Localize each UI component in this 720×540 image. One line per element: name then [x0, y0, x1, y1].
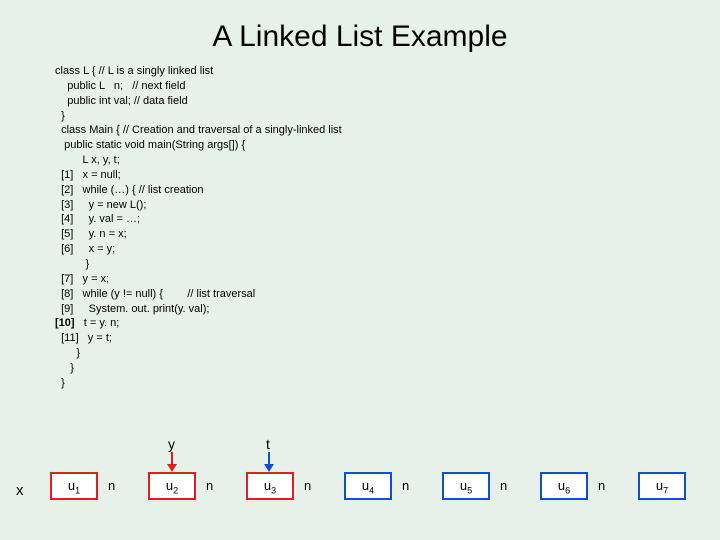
edge-label: n [108, 478, 115, 493]
pointer-arrow-head [167, 464, 177, 472]
code-line: [11] y = t; [55, 332, 112, 344]
code-line: [3] y = new L(); [55, 199, 146, 211]
y-variable-label: y [168, 436, 175, 452]
edge-label: n [206, 478, 213, 493]
code-line: } [55, 110, 65, 122]
list-node: u3 [246, 472, 294, 500]
code-line: } [55, 362, 74, 374]
list-node: u1 [50, 472, 98, 500]
list-node: u7 [638, 472, 686, 500]
code-line: public L n; // next field [55, 80, 185, 92]
edge-label: n [402, 478, 409, 493]
code-line: public int val; // data field [55, 95, 188, 107]
list-node: u6 [540, 472, 588, 500]
code-line: public static void main(String args[]) { [55, 139, 245, 151]
code-line: } [55, 258, 89, 270]
code-line: L x, y, t; [55, 154, 120, 166]
code-line: } [55, 377, 65, 389]
list-node: u5 [442, 472, 490, 500]
code-line: [9] System. out. print(y. val); [55, 303, 209, 315]
t-variable-label: t [266, 436, 270, 452]
page-title: A Linked List Example [0, 0, 720, 64]
code-line: [4] y. val = …; [55, 213, 140, 225]
edge-label: n [500, 478, 507, 493]
code-line: [8] while (y != null) { // list traversa… [55, 288, 255, 300]
code-line: [5] y. n = x; [55, 228, 127, 240]
pointer-arrow-head [264, 464, 274, 472]
linked-list-diagram: x u1 u2 u3 u4 u5 u6 u7 n n n n n n y t [0, 436, 720, 516]
x-variable-label: x [16, 482, 24, 499]
edge-label: n [598, 478, 605, 493]
list-node: u4 [344, 472, 392, 500]
code-line: class Main { // Creation and traversal o… [55, 124, 342, 136]
code-line: [6] x = y; [55, 243, 115, 255]
code-listing: class L { // L is a singly linked list p… [0, 64, 720, 391]
code-line-bold: [10] [55, 317, 75, 329]
code-line: [2] while (…) { // list creation [55, 184, 204, 196]
code-line: t = y. n; [75, 317, 120, 329]
code-line: } [55, 347, 80, 359]
list-node: u2 [148, 472, 196, 500]
code-line: class L { // L is a singly linked list [55, 65, 213, 77]
edge-label: n [304, 478, 311, 493]
code-line: [7] y = x; [55, 273, 109, 285]
code-line: [1] x = null; [55, 169, 121, 181]
